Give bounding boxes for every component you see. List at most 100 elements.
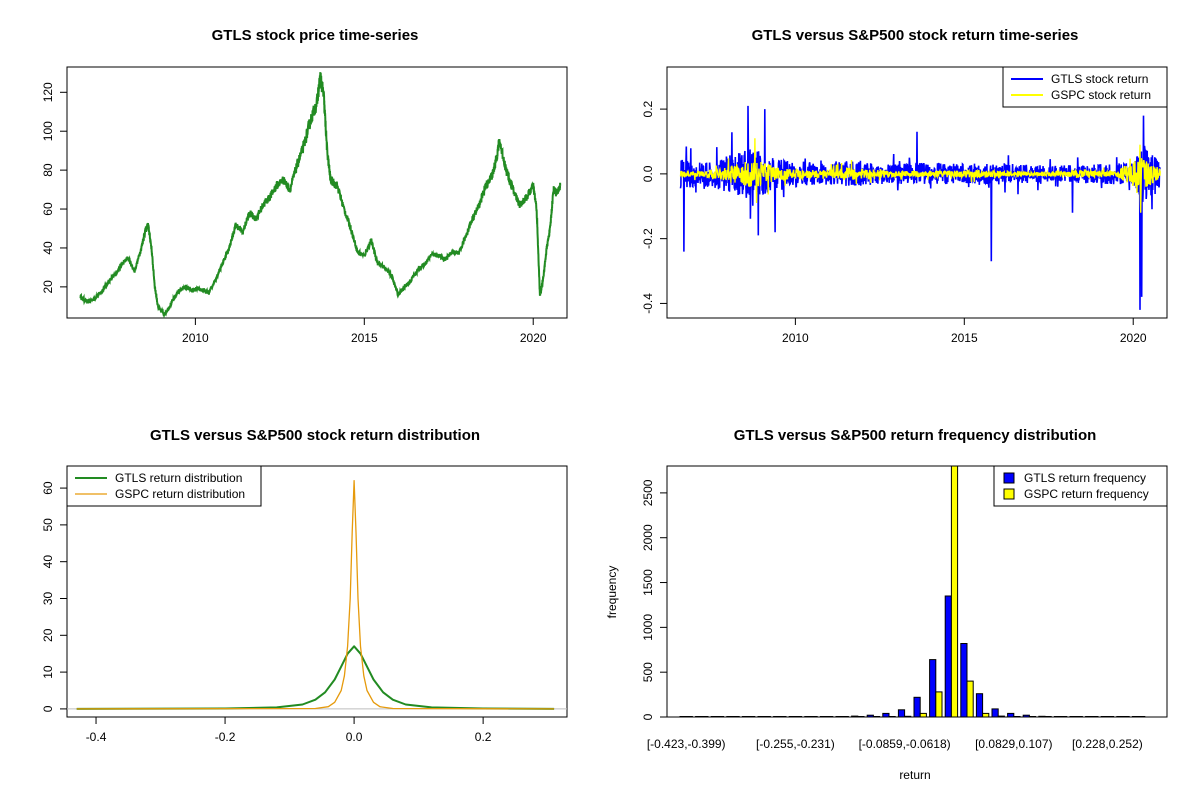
y-tick-label: 80 xyxy=(41,163,55,177)
gspc-frequency-bar xyxy=(1138,716,1146,718)
x-tick-label: 0.0 xyxy=(346,730,363,744)
gspc-frequency-bar xyxy=(950,465,959,718)
x-tick-label: [-0.0859,-0.0618) xyxy=(859,737,951,751)
legend-entry: GSPC return distribution xyxy=(115,487,245,501)
gtls-frequency-bar xyxy=(726,716,734,718)
gtls-frequency-bar xyxy=(773,716,781,718)
gtls-frequency-bar xyxy=(1007,712,1015,718)
y-tick-label: 1500 xyxy=(641,569,655,596)
gtls-frequency-bar xyxy=(1022,714,1030,718)
gspc-frequency-bar xyxy=(732,716,740,718)
gtls-frequency-bar xyxy=(1131,716,1140,718)
gtls-frequency-bar xyxy=(1069,716,1077,718)
gspc-frequency-bar xyxy=(1091,716,1099,718)
plot-frame xyxy=(66,66,568,319)
y-tick-label: 20 xyxy=(41,628,55,642)
chart-title: GTLS versus S&P500 stock return distribu… xyxy=(150,427,480,444)
gspc-frequency-bar xyxy=(1060,716,1068,718)
y-tick-label: 100 xyxy=(41,121,55,141)
gspc-frequency-bar xyxy=(1044,716,1052,718)
y-tick-label: 0 xyxy=(41,705,55,712)
gtls-frequency-bar xyxy=(929,659,937,718)
gtls-frequency-bar xyxy=(944,595,952,718)
legend-entry: GSPC stock return xyxy=(1051,88,1151,102)
gspc-frequency-bar xyxy=(716,716,725,718)
gtls-frequency-bar xyxy=(679,716,687,718)
gtls-frequency-bar xyxy=(975,693,984,718)
legend-entry: GTLS return frequency xyxy=(1024,471,1146,485)
gtls-frequency-bar xyxy=(757,716,765,718)
gtls-frequency-bar xyxy=(819,716,828,718)
gspc-frequency-bar xyxy=(966,680,974,718)
chart-title: GTLS stock price time-series xyxy=(212,27,419,44)
gtls-frequency-bar xyxy=(960,643,968,718)
legend-box xyxy=(993,465,1168,507)
y-tick-label: 60 xyxy=(41,481,55,495)
y-tick-label: 0.0 xyxy=(641,165,655,182)
y-tick-label: 500 xyxy=(641,662,655,682)
x-axis-label: return xyxy=(899,768,930,782)
y-tick-label: 0.2 xyxy=(641,100,655,117)
legend-box xyxy=(1002,66,1168,108)
y-tick-label: 20 xyxy=(41,280,55,294)
y-tick-label: 10 xyxy=(41,665,55,679)
legend-swatch xyxy=(1003,488,1015,500)
x-tick-label: 2010 xyxy=(782,331,809,345)
gspc-density-line xyxy=(76,480,555,710)
gtls-density-line xyxy=(76,645,555,710)
gspc-frequency-bar xyxy=(685,716,693,718)
gtls-frequency-bar xyxy=(913,696,921,718)
return-frequency-panel: GTLS versus S&P500 return frequency dist… xyxy=(605,427,1168,782)
gtls-frequency-bar xyxy=(788,716,796,718)
gspc-frequency-bar xyxy=(935,691,943,718)
gtls-frequency-bar xyxy=(710,716,718,718)
legend-entry: GTLS return distribution xyxy=(115,471,242,485)
gspc-frequency-bar xyxy=(1106,716,1115,718)
gtls-frequency-bar xyxy=(1038,715,1046,718)
y-tick-label: 40 xyxy=(41,241,55,255)
gspc-frequency-bar xyxy=(888,716,896,718)
gtls-frequency-bar xyxy=(851,715,859,718)
gspc-return-line xyxy=(679,138,1161,213)
gspc-frequency-bar xyxy=(997,715,1005,718)
legend-entry: GTLS stock return xyxy=(1051,72,1148,86)
legend-entry: GSPC return frequency xyxy=(1024,487,1149,501)
gtls-frequency-bar xyxy=(882,712,890,718)
legend-swatch xyxy=(1003,472,1015,484)
y-tick-label: -0.4 xyxy=(641,293,655,314)
y-tick-label: 2000 xyxy=(641,524,655,551)
plot-frame xyxy=(66,465,568,718)
gspc-frequency-bar xyxy=(748,716,756,718)
gtls-frequency-bar xyxy=(1053,716,1062,718)
gspc-frequency-bar xyxy=(794,716,803,718)
x-tick-label: [0.228,0.252) xyxy=(1072,737,1143,751)
legend-box xyxy=(66,465,262,507)
y-tick-label: 0 xyxy=(641,713,655,720)
gspc-frequency-bar xyxy=(701,716,709,718)
y-tick-label: 1000 xyxy=(641,614,655,641)
gtls-frequency-bar xyxy=(991,708,999,718)
gspc-frequency-bar xyxy=(826,716,834,718)
chart-title: GTLS versus S&P500 return frequency dist… xyxy=(734,427,1097,444)
gtls-frequency-bar xyxy=(835,716,843,718)
gspc-frequency-bar xyxy=(1013,716,1021,718)
gspc-frequency-bar xyxy=(857,716,865,718)
y-tick-label: 60 xyxy=(41,202,55,216)
x-tick-label: -0.4 xyxy=(86,730,107,744)
return-distribution-panel: GTLS versus S&P500 stock return distribu… xyxy=(41,427,568,744)
price-series-line xyxy=(79,72,562,319)
return-timeseries-panel: GTLS versus S&P500 stock return time-ser… xyxy=(641,27,1168,345)
x-tick-label: 2015 xyxy=(951,331,978,345)
x-tick-label: [-0.255,-0.231) xyxy=(756,737,835,751)
gspc-frequency-bar xyxy=(810,716,818,718)
gtls-frequency-bar xyxy=(1085,716,1093,718)
x-tick-label: -0.2 xyxy=(215,730,236,744)
y-tick-label: 2500 xyxy=(641,479,655,506)
gtls-frequency-bar xyxy=(866,714,874,718)
gtls-frequency-bar xyxy=(804,716,812,718)
gspc-frequency-bar xyxy=(1075,716,1083,718)
y-axis-label: frequency xyxy=(605,566,619,619)
gspc-frequency-bar xyxy=(1122,716,1130,718)
